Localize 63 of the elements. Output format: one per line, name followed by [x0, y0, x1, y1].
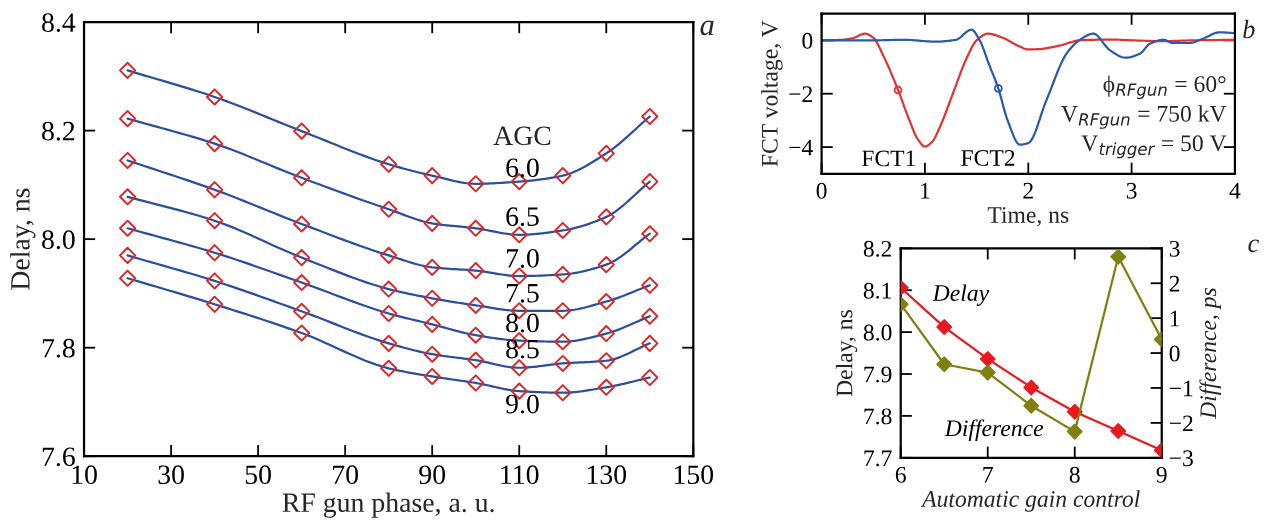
series-label: FCT1 [861, 150, 915, 167]
y-tick-label: 7.8 [42, 338, 75, 358]
x-tick-label: 10 [72, 465, 97, 485]
y2-tick-label: 3 [1169, 240, 1180, 257]
x-tick-label: 6 [895, 466, 906, 483]
y-tick-label: −4 [789, 139, 813, 156]
y-axis-title: Delay, ns [10, 188, 36, 290]
series-label: 7.5 [506, 284, 539, 303]
y-tick-label: 8.2 [42, 121, 75, 141]
text: b [1243, 19, 1255, 39]
y2-tick-label: 1 [1170, 310, 1180, 327]
y-tick-label: 8.0 [863, 324, 892, 341]
series-label: Delay [932, 284, 990, 306]
annotation: V$_{RFgun}$ = 750 kV [1061, 105, 1227, 129]
series-label: Difference [944, 419, 1044, 442]
series-label: 9.0 [506, 394, 539, 414]
series-label: FCT2 [961, 150, 1015, 166]
x-axis-title: Automatic gain control [920, 490, 1140, 512]
series-label: 8.0 [506, 313, 539, 333]
y-tick-label: 7.8 [864, 408, 892, 425]
text: c [1248, 239, 1259, 253]
text: a [700, 20, 714, 36]
series-label: 6.5 [506, 207, 539, 227]
y-tick-label: 7.6 [42, 447, 75, 467]
y-tick-label: 8.0 [42, 230, 75, 250]
x-tick-label: 8 [1069, 466, 1080, 483]
x-tick-label: 130 [587, 465, 627, 485]
x-axis-title: Time, ns [987, 207, 1069, 227]
y-tick-label: 7.7 [864, 450, 892, 467]
x-tick-label: 150 [674, 465, 714, 485]
y2-axis-title: Difference, ps [1199, 288, 1222, 420]
y-tick-label: 8.1 [863, 282, 891, 299]
x-tick-label: 1 [921, 182, 930, 199]
y-tick-label: 0 [802, 32, 813, 49]
annotation: ϕ$_{RFgun}$ = 60° [1103, 75, 1226, 100]
x-tick-label: 7 [983, 467, 993, 483]
x-tick-label: 9 [1156, 466, 1167, 483]
x-tick-label: 4 [1229, 182, 1241, 199]
y-tick-label: −2 [789, 86, 812, 102]
x-tick-label: 70 [333, 465, 358, 485]
y-tick-label: 7.9 [864, 366, 892, 383]
y-tick-label: 8.4 [42, 13, 76, 33]
x-tick-label: 0 [816, 182, 827, 199]
series-label: 7.0 [506, 249, 539, 268]
y2-tick-label: 2 [1169, 275, 1180, 292]
y-axis-title: Delay, ns [835, 310, 858, 397]
y-tick-label: 8.2 [863, 240, 892, 257]
y2-tick-label: −2 [1169, 415, 1193, 432]
y2-tick-label: −1 [1169, 380, 1193, 397]
series-label: 6.0 [506, 158, 539, 178]
annotation: V$_{trigger}$ = 50 V [1081, 135, 1227, 159]
x-tick-label: 90 [419, 465, 446, 485]
x-tick-label: 110 [501, 465, 539, 485]
x-axis-title: RF gun phase, a. u. [282, 492, 494, 518]
series-label: 8.5 [506, 339, 539, 359]
x-tick-label: 2 [1023, 182, 1033, 199]
y-axis-title: FCT voltage, V [761, 20, 783, 167]
legend-title: AGC [493, 126, 551, 146]
x-tick-label: 50 [245, 465, 271, 485]
x-tick-label: 3 [1126, 182, 1137, 199]
x-tick-label: 30 [158, 465, 184, 485]
y2-tick-label: −3 [1169, 450, 1193, 467]
y2-tick-label: 0 [1169, 345, 1180, 362]
